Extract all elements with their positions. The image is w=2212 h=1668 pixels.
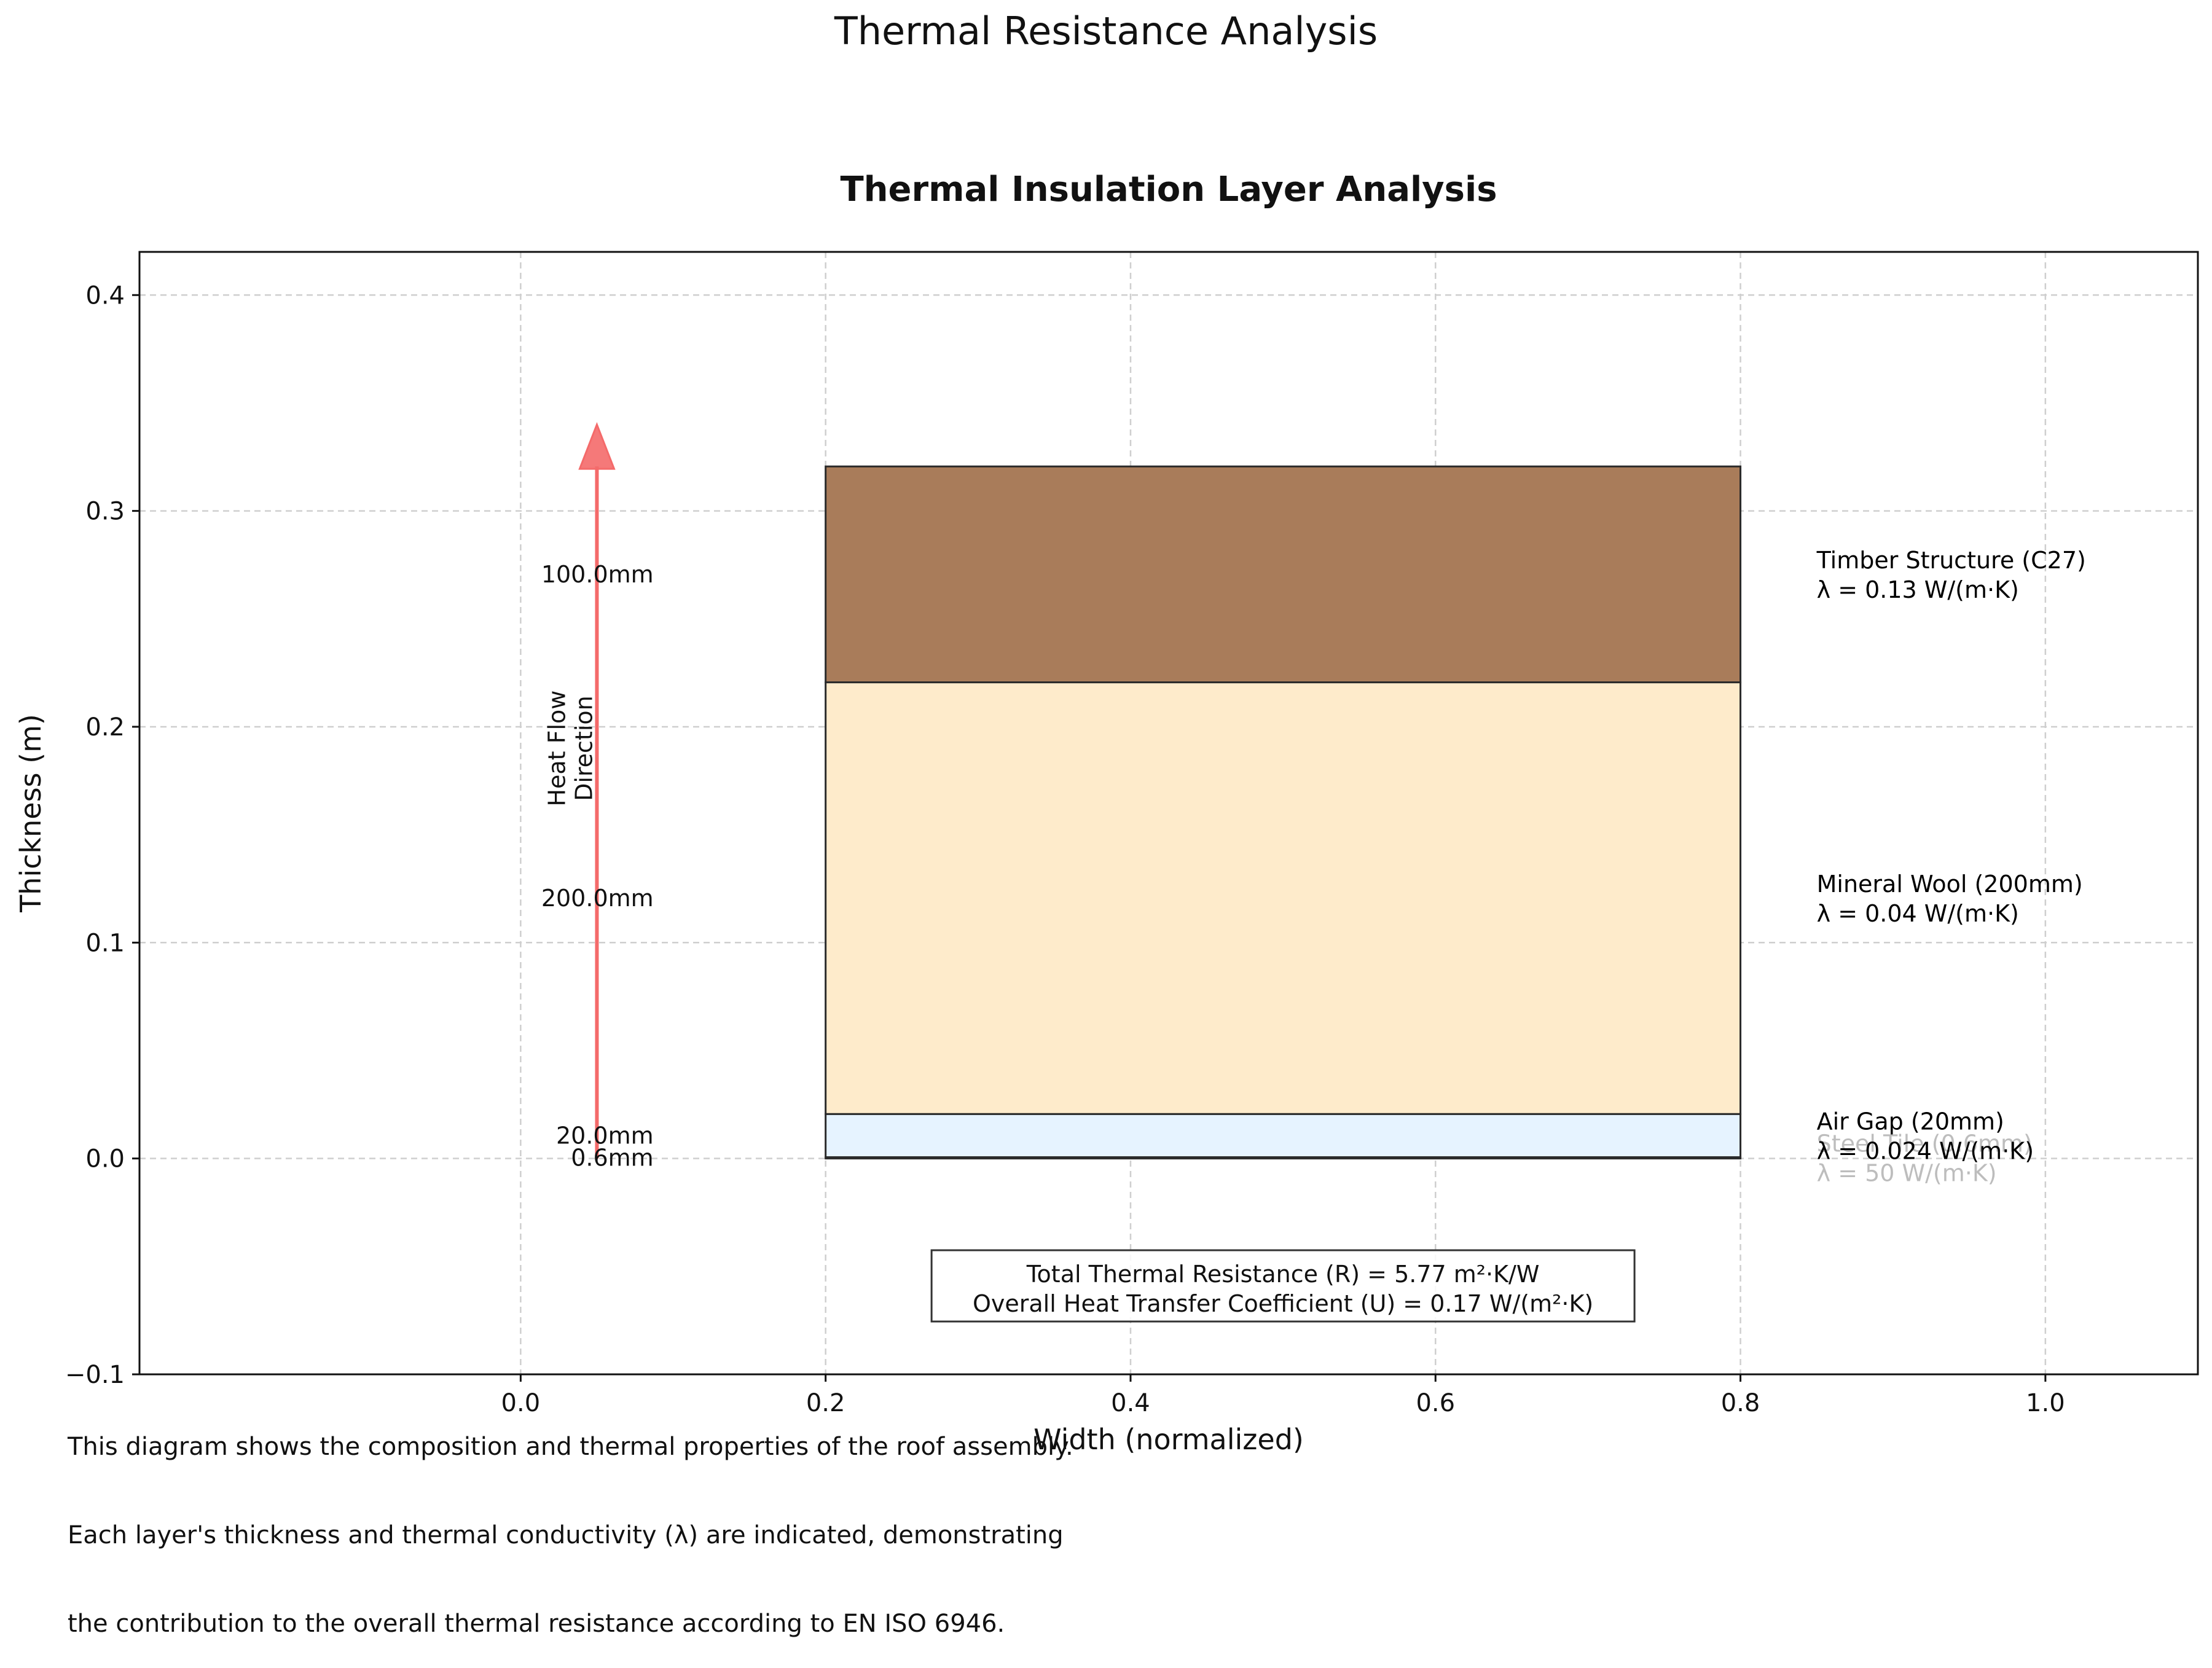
thickness-label: 100.0mm [541, 561, 654, 588]
thickness-label: 20.0mm [556, 1122, 654, 1149]
summary-u-text: Overall Heat Transfer Coefficient (U) = … [973, 1290, 1593, 1317]
heat-flow-label-line-1: Heat Flow [543, 691, 570, 807]
y-tick-label: 0.1 [85, 929, 125, 957]
plot-frame [138, 251, 2199, 1376]
layer-name-label: Timber Structure (C27) [1816, 547, 2086, 574]
thickness-label: 0.6mm [571, 1145, 653, 1172]
heat-flow-arrow-head [578, 421, 616, 470]
y-tick-label: 0.3 [85, 498, 125, 526]
x-tick-label: 0.4 [1111, 1389, 1150, 1417]
layer-lambda-label: λ = 0.024 W/(m·K) [1817, 1137, 2034, 1164]
caption-line-3: the contribution to the overall thermal … [68, 1610, 1005, 1638]
layer-name-label: Air Gap (20mm) [1817, 1108, 2004, 1135]
layer-name-label: Mineral Wool (200mm) [1817, 871, 2083, 898]
y-axis-label: Thickness (m) [14, 714, 47, 913]
x-tick-label: 0.6 [1416, 1389, 1455, 1417]
layer-rect [825, 1113, 1742, 1159]
y-tick-label: −0.1 [65, 1361, 125, 1389]
layer-rect [825, 681, 1742, 1115]
y-tick-label: 0.0 [85, 1145, 125, 1173]
caption-line-1: This diagram shows the composition and t… [68, 1433, 1073, 1461]
x-tick-label: 0.0 [501, 1389, 541, 1417]
layer-rect [825, 465, 1742, 684]
heat-flow-label-line-2: Direction [570, 695, 597, 801]
figure-suptitle: Thermal Resistance Analysis [834, 9, 1378, 53]
x-axis-label: Width (normalized) [1033, 1423, 1304, 1456]
summary-box [930, 1249, 1636, 1323]
x-tick-label: 0.2 [806, 1389, 845, 1417]
chart-title: Thermal Insulation Layer Analysis [840, 170, 1497, 209]
layer-lambda-label: λ = 50 W/(m·K) [1817, 1160, 1997, 1187]
y-tick-label: 0.2 [85, 713, 125, 742]
thickness-label: 200.0mm [541, 885, 654, 912]
x-tick-label: 0.8 [1721, 1389, 1760, 1417]
caption-line-2: Each layer's thickness and thermal condu… [68, 1521, 1064, 1549]
summary-r-text: Total Thermal Resistance (R) = 5.77 m²·K… [1026, 1261, 1540, 1288]
layer-lambda-label: λ = 0.13 W/(m·K) [1817, 576, 2019, 603]
layer-name-label: Steel Tile (0.6mm) [1817, 1130, 2033, 1157]
y-tick-label: 0.4 [85, 281, 125, 310]
x-tick-label: 1.0 [2026, 1389, 2065, 1417]
layer-lambda-label: λ = 0.04 W/(m·K) [1817, 900, 2019, 927]
figure-caption: This diagram shows the composition and t… [68, 1373, 1073, 1668]
